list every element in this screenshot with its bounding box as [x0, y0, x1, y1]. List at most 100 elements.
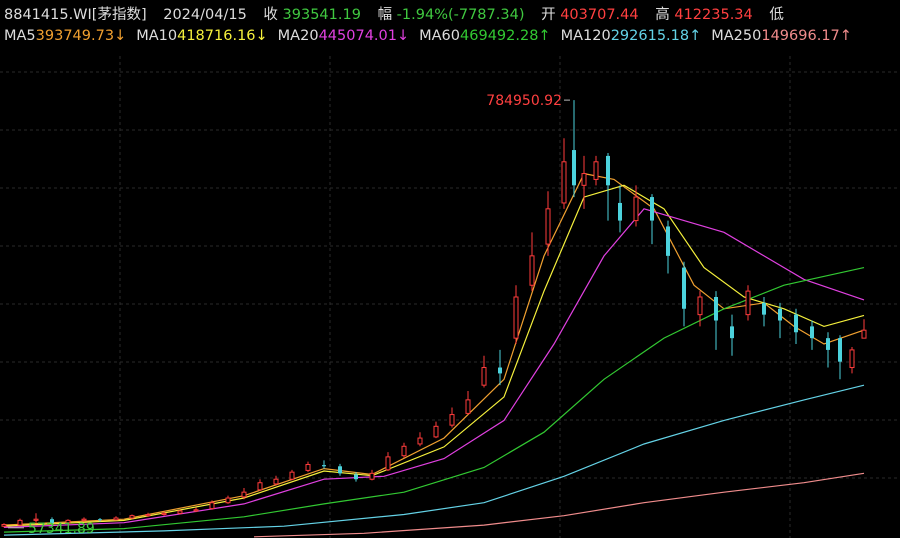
- candle: [849, 346, 855, 374]
- candle-body: [826, 338, 830, 350]
- candle-body: [193, 509, 199, 512]
- candle: [861, 319, 867, 339]
- candle: [794, 308, 798, 345]
- candle: [666, 220, 670, 274]
- ma-line-ma5: [3, 172, 865, 526]
- candle-body: [682, 267, 686, 309]
- candle: [762, 297, 766, 327]
- candle-body: [50, 519, 54, 524]
- candle: [177, 509, 183, 515]
- candle-body: [33, 518, 39, 521]
- moving-average-lines: [3, 172, 865, 538]
- ma-line-ma250: [253, 472, 865, 538]
- candle: [65, 519, 71, 525]
- candle-body: [209, 502, 215, 510]
- candle-body: [322, 465, 326, 467]
- candle: [17, 518, 23, 527]
- candle-body: [465, 399, 471, 414]
- candle-body: [606, 155, 610, 186]
- ma-line-ma10: [3, 184, 865, 527]
- candle: [730, 314, 734, 356]
- ma-line-ma120: [3, 384, 865, 536]
- chart-grid: [0, 56, 900, 538]
- candle: [433, 421, 439, 439]
- candle-body: [572, 150, 576, 186]
- quote-date: 2024/04/15: [163, 7, 247, 23]
- candle: [338, 463, 342, 476]
- candle-body: [838, 338, 842, 362]
- candle-body: [861, 329, 867, 339]
- candle: [810, 320, 814, 350]
- candle-body: [113, 517, 119, 521]
- candle: [257, 479, 263, 491]
- candle: [98, 518, 102, 522]
- high-value: 412235.34: [674, 7, 753, 23]
- candle-body: [17, 519, 23, 526]
- candle: [745, 285, 751, 321]
- change-value: -1.94%(-7787.34): [396, 7, 525, 23]
- candle-body: [762, 302, 766, 315]
- candle-body: [697, 296, 703, 316]
- annotations: 784950.92 57341.89: [8, 93, 570, 537]
- candle: [682, 261, 686, 327]
- candle-body: [650, 197, 654, 221]
- candle: [633, 185, 639, 227]
- candle-body: [129, 515, 135, 519]
- candle: [322, 460, 326, 469]
- open-label: 开: [541, 7, 556, 23]
- candle: [498, 349, 502, 386]
- ma-legend-value: 445074.01↓: [318, 28, 410, 44]
- candle-body: [225, 497, 231, 504]
- candle: [193, 507, 199, 513]
- candle-body: [65, 519, 71, 524]
- candle-body: [545, 208, 551, 245]
- candle: [513, 285, 519, 345]
- quote-summary-row: 8841415.WI[茅指数] 2024/04/15 收 393541.19 幅…: [4, 3, 784, 24]
- candle-body: [145, 513, 151, 517]
- quote-header: 8841415.WI[茅指数] 2024/04/15 收 393541.19 幅…: [0, 0, 900, 56]
- ma-legend-value: 149696.17↑: [761, 28, 852, 44]
- candle-body: [561, 161, 567, 204]
- candle: [465, 391, 471, 415]
- candle: [593, 155, 599, 186]
- candle-body: [354, 474, 358, 480]
- candle: [1, 523, 7, 528]
- ma-legend-label: MA20: [277, 28, 319, 44]
- candle-body: [257, 482, 263, 491]
- ma-line-ma60: [3, 267, 865, 533]
- high-label: 高: [655, 7, 670, 23]
- candle: [385, 452, 391, 471]
- change-label: 幅: [377, 7, 393, 23]
- candle: [50, 517, 54, 526]
- candle-body: [633, 196, 639, 222]
- candle: [305, 461, 311, 473]
- candle: [354, 472, 358, 482]
- candle-body: [1, 523, 7, 527]
- candle: [545, 191, 551, 256]
- candle: [650, 194, 654, 245]
- index-code: 8841415.WI[茅指数]: [4, 7, 147, 23]
- candle-body: [98, 519, 102, 521]
- candle-body: [241, 491, 247, 498]
- candle: [618, 185, 622, 233]
- ma-legend-label: MA120: [560, 28, 611, 44]
- candle: [161, 511, 167, 516]
- candle-body: [273, 478, 279, 485]
- open-value: 403707.44: [560, 7, 639, 23]
- ma-legend-label: MA5: [4, 28, 36, 44]
- candles: [1, 100, 867, 528]
- candle: [561, 138, 567, 209]
- candle-body: [161, 512, 167, 515]
- candle-body: [417, 437, 423, 445]
- candle: [697, 291, 703, 327]
- candle-body: [338, 466, 342, 474]
- high-price-label: 784950.92: [486, 93, 562, 109]
- candle-body: [481, 367, 487, 386]
- candle: [606, 152, 610, 221]
- candle: [572, 100, 576, 198]
- ma-line-ma20: [3, 208, 865, 528]
- low-price-label: 57341.89: [28, 521, 95, 537]
- candle-body: [433, 425, 439, 438]
- candle: [529, 232, 535, 292]
- candle: [826, 332, 830, 368]
